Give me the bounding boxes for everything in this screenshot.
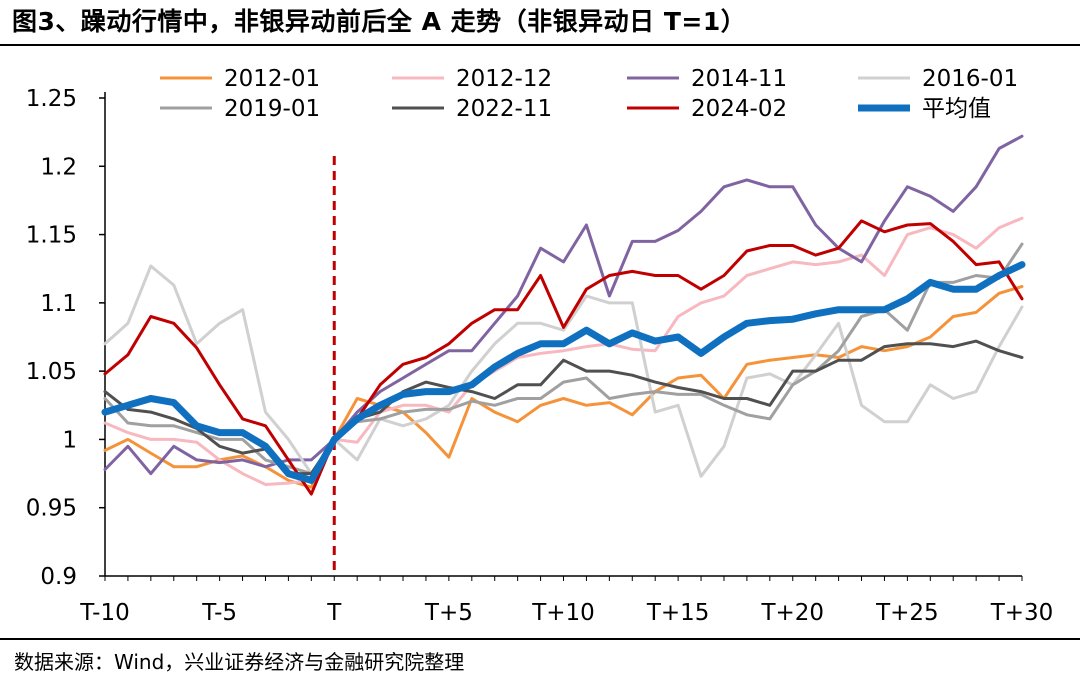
- x-tick-label: T: [326, 600, 342, 626]
- series-line: [101, 261, 1026, 484]
- x-tick-label: T-5: [201, 600, 237, 626]
- legend-label: 2022-11: [456, 96, 552, 122]
- y-tick-label: 1.2: [40, 154, 77, 180]
- legend: 2012-01 2012-12 2014-11 2016-01 2019-01 2022-…: [160, 66, 1018, 122]
- legend-label: 2019-01: [224, 96, 320, 122]
- series-layer: [101, 134, 1026, 496]
- y-tick-label: 1: [62, 427, 77, 453]
- footer-divider: [0, 638, 1080, 640]
- series-line: [103, 285, 1024, 489]
- legend-label: 2012-01: [224, 66, 320, 92]
- y-tick-label: 1.05: [26, 359, 77, 385]
- source-note: 数据来源：Wind，兴业证券经济与金融研究院整理: [14, 650, 465, 674]
- x-tick-label: T+30: [990, 600, 1054, 626]
- series-line: [103, 264, 1024, 478]
- series-line: [103, 339, 1024, 476]
- legend-label: 2024-02: [691, 96, 787, 122]
- legend-label: 2016-01: [922, 66, 1018, 92]
- line-chart: 0.9 0.95 1 1.05 1.1 1.15 1.2 1.25 T-10 T-5 T T+5 T+1…: [26, 66, 1054, 626]
- legend-label: 2012-12: [456, 66, 552, 92]
- series-line: [103, 219, 1024, 496]
- legend-label: 平均值: [922, 96, 991, 122]
- series-line: [103, 242, 1024, 476]
- y-tick-label: 0.95: [26, 496, 77, 522]
- legend-label: 2014-11: [691, 66, 787, 92]
- x-tick-label: T+20: [760, 600, 824, 626]
- y-tick-label: 1.25: [26, 86, 77, 112]
- x-tick-label: T+15: [646, 600, 710, 626]
- y-tick-label: 1.15: [26, 223, 77, 249]
- axes-layer: 0.9 0.95 1 1.05 1.1 1.15 1.2 1.25 T-10 T-5 T T+5 T+1…: [26, 86, 1054, 626]
- series-line: [103, 216, 1024, 486]
- x-tick-label: T+25: [875, 600, 939, 626]
- y-tick-label: 0.9: [40, 564, 77, 590]
- x-tick-label: T+10: [531, 600, 595, 626]
- title-divider: [0, 44, 1080, 46]
- x-tick-label: T-10: [79, 600, 130, 626]
- y-tick-label: 1.1: [40, 291, 77, 317]
- chart-title: 图3、躁动行情中，非银异动前后全 A 走势（非银异动日 T=1）: [12, 7, 747, 36]
- series-line: [103, 134, 1024, 476]
- x-tick-label: T+5: [424, 600, 473, 626]
